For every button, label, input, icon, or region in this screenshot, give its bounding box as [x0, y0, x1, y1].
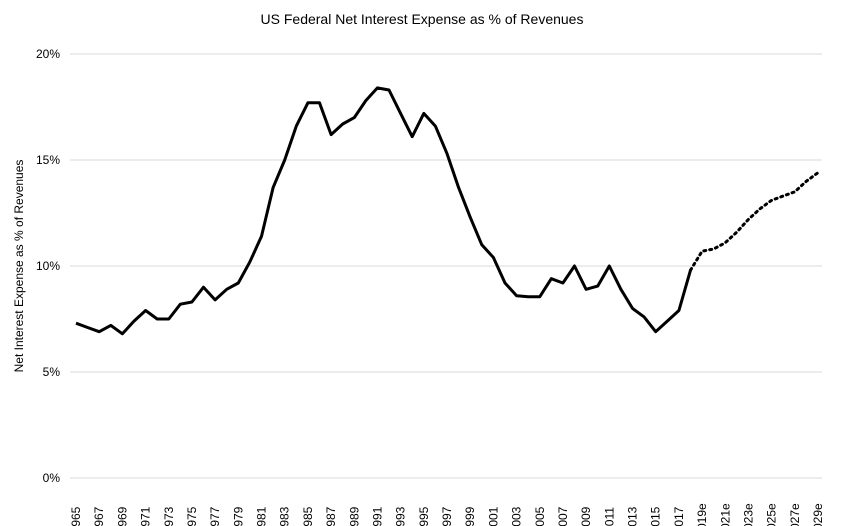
x-tick-label: 1983 [278, 506, 292, 526]
x-tick-label: 2009 [579, 506, 593, 526]
y-tick-label: 0% [43, 471, 61, 485]
x-tick-label: 1969 [115, 506, 129, 526]
x-tick-label: 1975 [185, 506, 199, 526]
x-tick-label: 1965 [69, 506, 83, 526]
x-tick-label: 1971 [139, 506, 153, 526]
data-line [75, 86, 692, 336]
x-tick-label: 2015 [649, 506, 663, 526]
x-tick-label: 2005 [533, 506, 547, 526]
x-tick-label: 2007 [556, 506, 570, 526]
x-tick-label: 2011 [602, 507, 616, 526]
y-tick-label: 5% [43, 365, 61, 379]
x-tick-label: 2021e [718, 503, 732, 526]
y-tick-label: 15% [36, 153, 60, 167]
x-tick-label: 2013 [626, 506, 640, 526]
x-tick-label: 1981 [255, 506, 269, 526]
x-tick-label: 1977 [208, 506, 222, 526]
x-tick-label: 1991 [370, 506, 384, 526]
x-tick-label: 2027e [788, 503, 802, 526]
x-tick-label: 2023e [741, 503, 755, 526]
x-tick-label: 1997 [440, 506, 454, 526]
x-tick-label: 2003 [510, 506, 524, 526]
x-tick-label: 1987 [324, 506, 338, 526]
x-tick-label: 1999 [463, 506, 477, 526]
x-tick-label: 1985 [301, 506, 315, 526]
x-tick-label: 2019e [695, 503, 709, 526]
chart-title: US Federal Net Interest Expense as % of … [261, 11, 584, 27]
x-tick-label: 1989 [347, 506, 361, 526]
y-tick-label: 20% [36, 47, 60, 61]
y-axis-label: Net Interest Expense as % of Revenues [12, 160, 26, 373]
x-tick-label: 1967 [92, 506, 106, 526]
x-tick-label: 2029e [811, 503, 825, 526]
data-line [689, 171, 820, 272]
x-tick-label: 2025e [765, 503, 779, 526]
x-tick-label: 1973 [162, 506, 176, 526]
y-tick-label: 10% [36, 259, 60, 273]
x-tick-label: 1995 [417, 506, 431, 526]
x-tick-label: 2017 [672, 506, 686, 526]
x-tick-label: 1979 [231, 506, 245, 526]
x-tick-label: 1993 [394, 506, 408, 526]
x-tick-label: 2001 [486, 506, 500, 526]
